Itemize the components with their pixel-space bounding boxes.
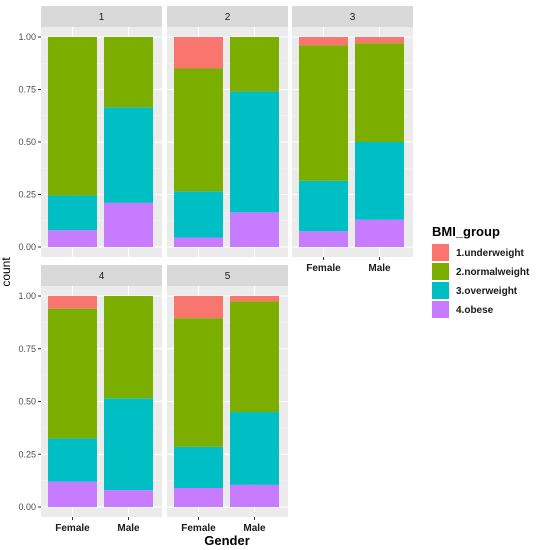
bar-segment-obese — [48, 230, 97, 247]
bar-segment-underweight — [230, 296, 279, 302]
y-tick-label: 0.25 — [18, 190, 36, 200]
y-tick-label: 0.50 — [18, 137, 36, 147]
bar-segment-underweight — [355, 37, 404, 44]
bar-segment-obese — [104, 202, 153, 247]
facet-strip — [41, 265, 162, 286]
bar-segment-underweight — [48, 296, 97, 309]
legend-key — [432, 301, 449, 318]
legend-label: 2.normalweight — [456, 267, 530, 278]
facet-strip — [167, 6, 288, 27]
legend-key — [432, 244, 449, 261]
bar-segment-normalweight — [104, 296, 153, 399]
legend-label: 3.overweight — [456, 286, 518, 297]
legend: BMI_group 1.underweight 2.normalweight 3.o… — [432, 224, 530, 318]
bar-segment-obese — [104, 490, 153, 507]
bar-segment-normalweight — [174, 318, 223, 447]
bar-segment-obese — [174, 237, 223, 247]
facet-strip-label: 5 — [225, 271, 231, 282]
bar-segment-normalweight — [48, 308, 97, 439]
bar-segment-underweight — [174, 37, 223, 69]
y-tick-label: 0.75 — [18, 344, 36, 354]
bar-segment-overweight — [230, 91, 279, 213]
facet-panels: 1 0.00 0.25 0.50 0.75 1.00 2 3 Female Male 4 Female… — [18, 6, 413, 534]
bar-segment-overweight — [104, 398, 153, 491]
y-tick-label: 0.25 — [18, 449, 36, 459]
y-tick-label: 0.00 — [18, 502, 36, 512]
bar-segment-obese — [174, 488, 223, 507]
facet-panel-4: 4 Female Male 0.00 0.25 0.50 0.75 1.00 — [18, 265, 162, 534]
bar-segment-overweight — [48, 195, 97, 231]
bar-segment-underweight — [299, 37, 348, 46]
facet-panel-2: 2 — [167, 6, 288, 257]
bar-segment-overweight — [230, 412, 279, 485]
bar-segment-normalweight — [230, 37, 279, 92]
y-tick-label: 0.50 — [18, 397, 36, 407]
bar-segment-overweight — [355, 142, 404, 220]
facet-strip — [292, 6, 413, 27]
bar-segment-overweight — [174, 446, 223, 489]
x-axis-title: Gender — [204, 533, 250, 548]
bar-segment-normalweight — [299, 45, 348, 181]
y-tick-label: 0.75 — [18, 85, 36, 95]
y-tick-label: 1.00 — [18, 291, 36, 301]
x-tick-label: Male — [243, 523, 266, 534]
x-tick-label: Male — [368, 263, 391, 274]
bar-segment-obese — [355, 219, 404, 247]
y-axis-title: count — [0, 257, 13, 287]
bar-segment-obese — [48, 481, 97, 507]
y-tick-label: 0.00 — [18, 242, 36, 252]
legend-title: BMI_group — [432, 224, 500, 239]
bar-segment-normalweight — [174, 68, 223, 192]
facet-strip-label: 1 — [99, 12, 105, 23]
bar-segment-overweight — [174, 191, 223, 238]
bar-segment-normalweight — [355, 43, 404, 142]
bar-segment-normalweight — [230, 301, 279, 413]
bar-segment-obese — [299, 231, 348, 247]
x-tick-label: Female — [181, 523, 216, 534]
facet-strip — [41, 6, 162, 27]
legend-label: 1.underweight — [456, 248, 524, 259]
bar-segment-normalweight — [48, 37, 97, 196]
x-tick-label: Female — [306, 263, 341, 274]
x-tick-label: Female — [55, 523, 90, 534]
legend-key — [432, 263, 449, 280]
facet-strip — [167, 265, 288, 286]
facet-panel-1: 1 0.00 0.25 0.50 0.75 1.00 — [18, 6, 162, 257]
x-tick-label: Male — [117, 523, 140, 534]
legend-key — [432, 282, 449, 299]
y-tick-label: 1.00 — [18, 32, 36, 42]
facet-strip-label: 2 — [225, 12, 231, 23]
bar-segment-overweight — [299, 180, 348, 232]
facet-panel-5: 5 Female Male — [167, 265, 288, 534]
bar-segment-obese — [230, 212, 279, 247]
bar-segment-normalweight — [104, 37, 153, 108]
legend-label: 4.obese — [456, 305, 494, 316]
bar-segment-overweight — [48, 438, 97, 482]
facet-panel-3: 3 Female Male — [292, 6, 413, 274]
bar-segment-overweight — [104, 107, 153, 203]
facet-strip-label: 4 — [99, 271, 105, 282]
facet-strip-label: 3 — [350, 12, 356, 23]
bar-segment-obese — [230, 484, 279, 507]
bar-segment-underweight — [174, 296, 223, 319]
